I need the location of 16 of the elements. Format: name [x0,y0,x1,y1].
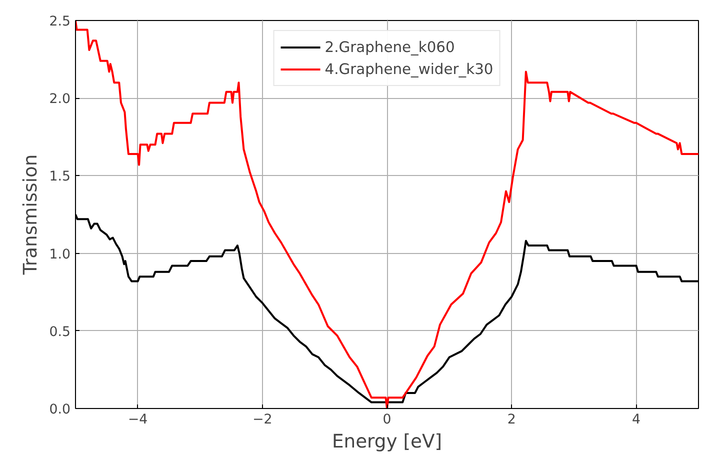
x-tick-label: 0 [382,412,392,428]
y-axis-title: Transmission [20,154,42,276]
line-series [76,20,698,408]
y-tick-label: 1.0 [49,247,71,262]
x-tick-label: −4 [128,412,148,428]
x-tick-label: 2 [507,412,516,428]
y-tick-label: 2.0 [49,92,71,108]
y-tick-label: 0.5 [49,324,71,340]
legend-label: 2.Graphene_k060 [324,38,455,56]
x-axis-title: Energy [eV] [332,432,442,452]
y-tick-label: 2.5 [49,14,71,30]
x-tick-label: −2 [252,412,272,428]
y-tick-label: 1.5 [49,170,71,185]
y-tick-label: 0.0 [49,402,71,418]
legend-label: 4.Graphene_wider_k30 [324,60,494,78]
x-tick-label: 4 [632,412,640,428]
